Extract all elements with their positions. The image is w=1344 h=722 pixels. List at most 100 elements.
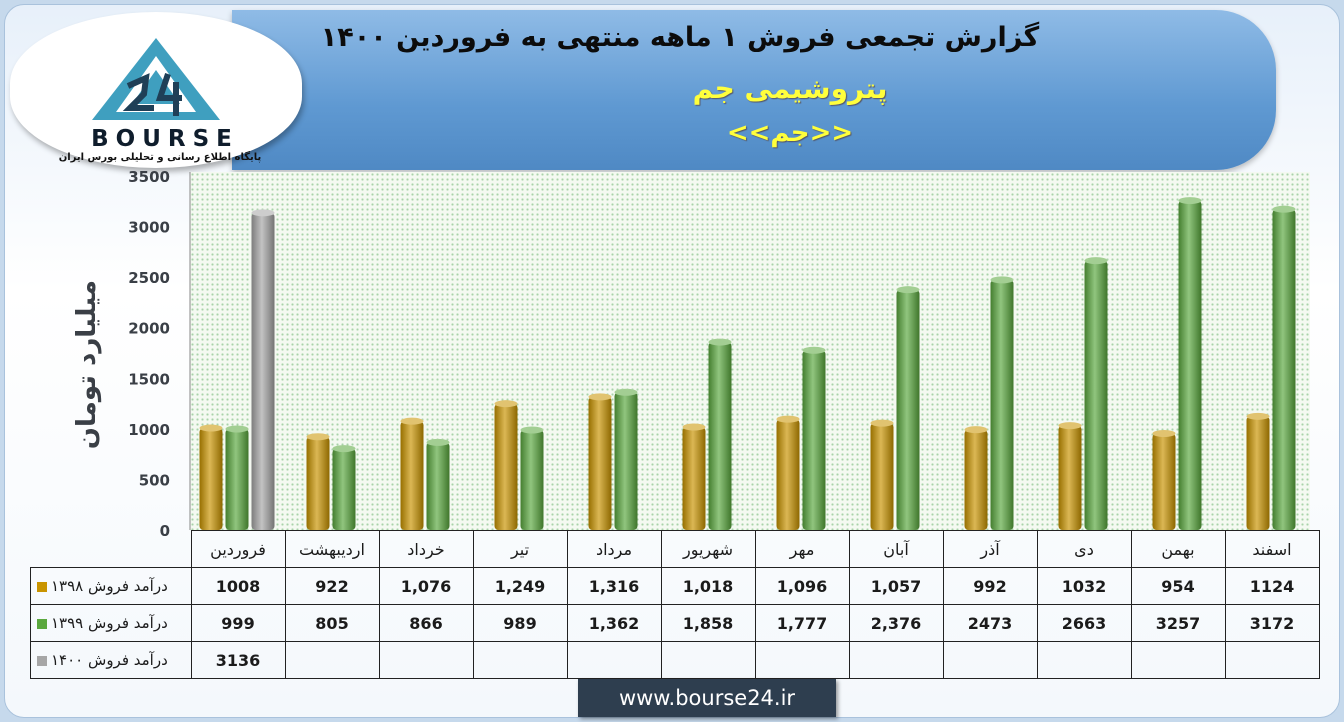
legend-cell: درآمد فروش ۱۳۹۸ [30, 567, 192, 605]
bar-cap [251, 209, 275, 217]
value-cell: 1,362 [566, 604, 662, 642]
bars-group [199, 197, 1296, 531]
month-header: مهر [754, 530, 850, 568]
value-cell [942, 641, 1038, 679]
value-cell: 922 [284, 567, 380, 605]
month-header: شهریور [660, 530, 756, 568]
bar-1398-10 [1152, 433, 1176, 530]
value-cell: 1,777 [754, 604, 850, 642]
y-tick-label: 2000 [128, 320, 170, 338]
legend-label: درآمد فروش ۱۳۹۹ [51, 614, 168, 632]
bar-1399-7 [896, 289, 920, 530]
month-header: آبان [848, 530, 944, 568]
value-cell: 1,057 [848, 567, 944, 605]
bar-1398-5 [682, 427, 706, 530]
bar-1398-4 [588, 396, 612, 530]
bar-1398-8 [964, 429, 988, 530]
value-cell [472, 641, 568, 679]
bar-1399-10 [1178, 200, 1202, 531]
value-cell: 3136 [190, 641, 286, 679]
logo-wordmark: BOURSE [91, 126, 239, 152]
plot-area [190, 172, 1310, 530]
data-table: فروردین اردیبهشت خرداد تیر مرداد شهریور مهر آبا… [30, 530, 1320, 679]
table-corner [30, 530, 192, 568]
value-cell: 1,096 [754, 567, 850, 605]
value-cell: 1,249 [472, 567, 568, 605]
month-header: اردیبهشت [284, 530, 380, 568]
bar-1399-11 [1272, 209, 1296, 530]
bar-cap [332, 445, 356, 453]
bar-1399-9 [1084, 260, 1108, 530]
bar-1398-3 [494, 403, 518, 530]
value-cell [660, 641, 756, 679]
bar-1400-0 [251, 212, 275, 531]
legend-cell: درآمد فروش ۱۳۹۹ [30, 604, 192, 642]
bar-1399-6 [802, 350, 826, 530]
y-tick-label: 500 [139, 471, 170, 489]
bar-1399-2 [426, 442, 450, 530]
y-tick-label: 3000 [128, 219, 170, 237]
month-header: آذر [942, 530, 1038, 568]
page-title: گزارش تجمعی فروش ۱ ماهه منتهی به فروردین… [320, 22, 1040, 53]
value-cell [566, 641, 662, 679]
value-cell: 1008 [190, 567, 286, 605]
value-cell: 1,018 [660, 567, 756, 605]
bar-cap [682, 423, 706, 431]
website-url[interactable]: www.bourse24.ir [578, 679, 836, 717]
bar-cap [306, 433, 330, 441]
month-header: بهمن [1130, 530, 1226, 568]
header-banner [232, 10, 1276, 170]
bar-1399-5 [708, 342, 732, 530]
value-cell: 954 [1130, 567, 1226, 605]
ticker-symbol: <<جم>> [726, 118, 854, 148]
bar-cap [1272, 205, 1296, 213]
value-cell: 2,376 [848, 604, 944, 642]
company-name: پتروشیمی جم [692, 72, 888, 105]
bar-cap [896, 286, 920, 294]
bar-cap [964, 426, 988, 434]
legend-cell: درآمد فروش ۱۴۰۰ [30, 641, 192, 679]
bar-1398-6 [776, 419, 800, 530]
month-header: مرداد [566, 530, 662, 568]
bar-1399-4 [614, 392, 638, 530]
bar-1398-9 [1058, 425, 1082, 530]
value-cell [284, 641, 380, 679]
bar-cap [708, 338, 732, 346]
legend-label: درآمد فروش ۱۳۹۸ [51, 577, 168, 595]
value-cell: 2663 [1036, 604, 1132, 642]
bar-1399-8 [990, 279, 1014, 530]
value-cell: 1,316 [566, 567, 662, 605]
bar-cap [520, 426, 544, 434]
value-cell: 1,858 [660, 604, 756, 642]
value-cell [378, 641, 474, 679]
table-row: درآمد فروش ۱۳۹۹ 999 805 866 989 1,362 1,858 1,7… [30, 604, 1320, 642]
bar-cap [225, 425, 249, 433]
value-cell: 866 [378, 604, 474, 642]
value-cell [848, 641, 944, 679]
month-header: تیر [472, 530, 568, 568]
bar-1398-1 [306, 436, 330, 530]
bourse24-logo: BOURSE پایگاه اطلاع رسانی و تحلیلی بورس … [10, 12, 302, 168]
table-header-row: فروردین اردیبهشت خرداد تیر مرداد شهریور مهر آبا… [30, 530, 1320, 568]
legend-swatch [37, 618, 47, 629]
bar-cap [614, 388, 638, 396]
bar-cap [870, 419, 894, 427]
bar-cap [199, 424, 223, 432]
bar-cap [588, 393, 612, 401]
value-cell: 989 [472, 604, 568, 642]
value-cell: 3257 [1130, 604, 1226, 642]
legend-swatch [37, 655, 47, 666]
value-cell: 1,076 [378, 567, 474, 605]
bar-cap [776, 415, 800, 423]
month-header: فروردین [190, 530, 286, 568]
value-cell: 3172 [1224, 604, 1320, 642]
bar-cap [400, 417, 424, 425]
y-tick-label: 1000 [128, 421, 170, 439]
value-cell [754, 641, 850, 679]
y-tick-label: 3500 [128, 168, 170, 186]
table-row: درآمد فروش ۱۴۰۰ 3136 [30, 641, 1320, 679]
bar-1398-2 [400, 421, 424, 530]
bar-1398-11 [1246, 416, 1270, 530]
